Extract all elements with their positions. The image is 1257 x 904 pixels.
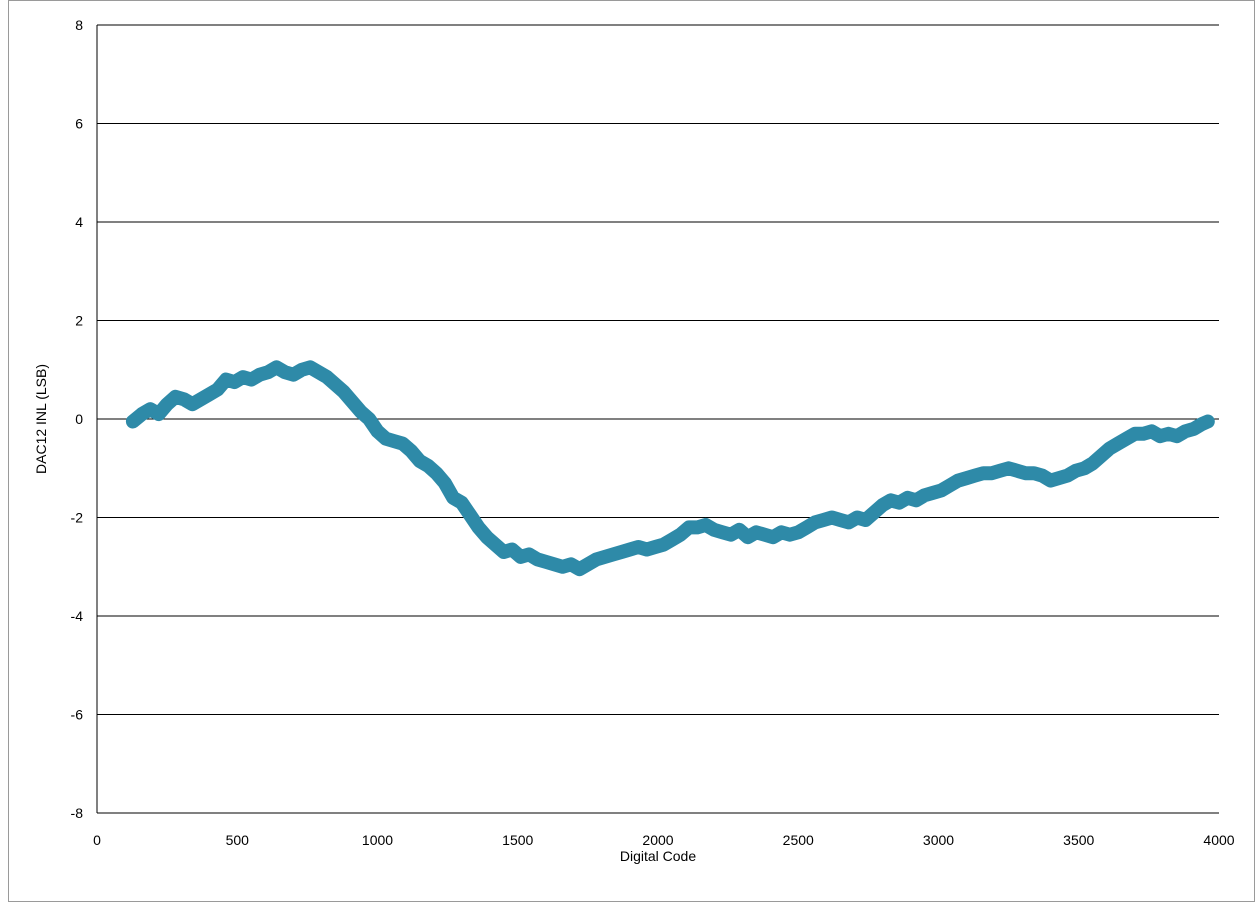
x-tick-label: 2000: [642, 832, 673, 848]
y-tick-label: 4: [75, 214, 83, 230]
x-tick-label: 3000: [923, 832, 954, 848]
y-tick-label: 0: [75, 411, 83, 427]
y-tick-label: 6: [75, 116, 83, 132]
y-tick-label: -8: [71, 805, 84, 821]
series-layer: [125, 360, 1215, 577]
x-tick-label: 1500: [502, 832, 533, 848]
x-tick-label: 2500: [783, 832, 814, 848]
x-tick-label: 0: [93, 832, 101, 848]
x-tick-label: 3500: [1063, 832, 1094, 848]
gridlines: [97, 24, 1219, 814]
x-tick-labels: 0 500 1000 1500 2000 2500 3000 3500 4000: [93, 832, 1235, 848]
x-tick-label: 500: [226, 832, 250, 848]
y-tick-label: 8: [75, 17, 83, 33]
y-tick-label: 2: [75, 313, 83, 329]
axes: [96, 25, 1219, 814]
y-tick-label: -2: [71, 510, 84, 526]
x-tick-label: 4000: [1203, 832, 1234, 848]
y-tick-label: -6: [71, 707, 84, 723]
y-tick-labels: -8 -6 -4 -2 0 2 4 6 8: [71, 17, 84, 821]
y-axis-title: DAC12 INL (LSB): [33, 364, 49, 474]
x-tick-label: 1000: [362, 832, 393, 848]
chart-frame: [8, 0, 1255, 902]
x-axis-title: Digital Code: [620, 848, 696, 864]
y-tick-label: -4: [71, 608, 84, 624]
series-line-0: [125, 360, 1215, 577]
